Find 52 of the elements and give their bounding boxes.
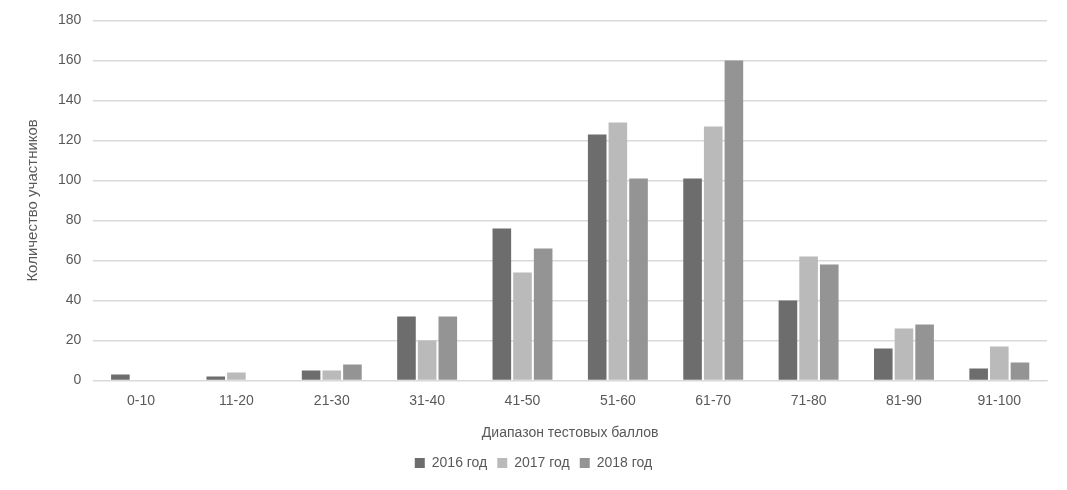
legend-label: 2018 год	[596, 453, 653, 470]
bar	[608, 122, 628, 380]
bar	[819, 264, 839, 380]
bar	[703, 126, 723, 380]
bar	[915, 324, 934, 380]
y-axis-title: Количество участников	[23, 119, 41, 282]
bar	[629, 178, 648, 380]
y-tick-label: 60	[65, 251, 82, 268]
legend-label: 2017 год	[514, 453, 570, 470]
bar	[206, 376, 226, 380]
x-tick-label: 51-60	[599, 391, 636, 408]
y-tick-label: 100	[58, 171, 82, 188]
bar	[533, 248, 553, 380]
bar	[111, 374, 130, 380]
y-tick-label: 160	[58, 51, 82, 68]
y-tick-label: 120	[58, 131, 82, 148]
legend-label: 2016 год	[431, 453, 488, 470]
x-tick-label: 31-40	[409, 391, 446, 408]
bar	[724, 60, 744, 380]
bar	[417, 340, 437, 380]
bar	[894, 328, 914, 380]
bar	[322, 370, 342, 380]
x-tick-label: 41-50	[504, 391, 541, 408]
bar	[683, 178, 702, 380]
bar	[799, 256, 818, 380]
bar	[513, 272, 532, 380]
y-tick-label: 0	[73, 371, 82, 388]
x-tick-label: 91-100	[977, 391, 1022, 408]
y-tick-label: 20	[65, 331, 82, 348]
y-tick-label: 40	[65, 291, 82, 308]
bar	[438, 316, 458, 380]
bar	[301, 370, 321, 380]
bar	[990, 346, 1009, 380]
x-tick-label: 0-10	[127, 391, 156, 408]
bar	[873, 348, 893, 380]
x-tick-label: 11-20	[219, 391, 254, 408]
y-tick-label: 140	[58, 91, 82, 108]
bar	[1010, 362, 1030, 380]
bar	[587, 134, 607, 380]
x-tick-label: 61-70	[695, 391, 732, 408]
bar	[969, 368, 988, 380]
bar	[227, 372, 246, 380]
y-tick-label: 80	[65, 211, 82, 228]
x-tick-label: 81-90	[886, 391, 923, 408]
x-axis-title: Диапазон тестовых баллов	[481, 424, 659, 441]
bar	[778, 300, 798, 380]
bar	[397, 316, 416, 380]
y-tick-label: 180	[58, 11, 82, 28]
x-tick-label: 21-30	[313, 391, 350, 408]
x-tick-label: 71-80	[790, 391, 827, 408]
bar	[492, 228, 512, 380]
bar	[343, 364, 362, 380]
